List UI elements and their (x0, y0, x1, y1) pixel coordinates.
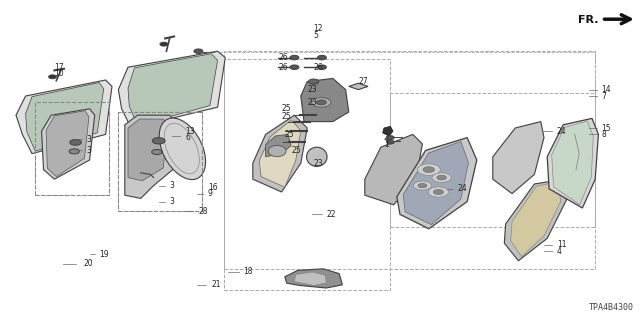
Ellipse shape (307, 147, 327, 166)
Text: 23: 23 (307, 85, 317, 94)
Text: 10: 10 (54, 69, 64, 78)
Polygon shape (552, 121, 593, 205)
Circle shape (70, 140, 81, 145)
Ellipse shape (268, 145, 286, 157)
Polygon shape (365, 134, 422, 205)
Polygon shape (493, 122, 544, 194)
Text: 8: 8 (602, 130, 606, 139)
Polygon shape (301, 78, 349, 122)
Circle shape (428, 187, 449, 197)
Circle shape (316, 100, 326, 105)
Text: 1: 1 (384, 140, 388, 148)
Circle shape (160, 42, 168, 46)
Circle shape (49, 75, 56, 79)
Text: FR.: FR. (578, 15, 598, 25)
Text: 25: 25 (291, 146, 301, 155)
Text: 23: 23 (307, 98, 317, 107)
Circle shape (433, 189, 444, 195)
Text: 3: 3 (86, 135, 92, 144)
Text: 9: 9 (208, 189, 213, 198)
Circle shape (418, 183, 427, 188)
Bar (35, 102, 109, 195)
Text: 24: 24 (458, 184, 467, 193)
Circle shape (312, 98, 331, 107)
Circle shape (432, 173, 451, 182)
Text: 27: 27 (358, 77, 368, 86)
Polygon shape (118, 51, 225, 128)
Circle shape (290, 55, 299, 60)
Polygon shape (253, 115, 307, 192)
Text: 4: 4 (557, 247, 562, 256)
Text: 19: 19 (99, 250, 109, 259)
Text: 5: 5 (314, 31, 319, 40)
Text: 26: 26 (314, 63, 323, 72)
Bar (224, 59, 390, 290)
Polygon shape (294, 272, 326, 285)
Circle shape (69, 149, 79, 154)
Circle shape (417, 164, 440, 175)
Polygon shape (16, 80, 112, 154)
Polygon shape (349, 83, 368, 90)
Text: 25: 25 (282, 104, 291, 113)
Text: 16: 16 (208, 183, 218, 192)
Text: 3: 3 (170, 181, 175, 190)
Circle shape (194, 49, 203, 53)
Text: TPA4B4300: TPA4B4300 (589, 303, 634, 312)
Text: 21: 21 (211, 280, 221, 289)
Text: 25: 25 (282, 112, 291, 121)
Circle shape (387, 140, 394, 144)
Circle shape (317, 65, 326, 69)
Text: 3: 3 (86, 146, 92, 155)
Polygon shape (46, 111, 89, 177)
Text: 20: 20 (83, 260, 93, 268)
Bar (35, 102, 109, 195)
Polygon shape (403, 141, 468, 225)
Circle shape (308, 79, 319, 84)
Text: 12: 12 (314, 24, 323, 33)
Text: 11: 11 (557, 240, 566, 249)
Polygon shape (383, 126, 393, 136)
Polygon shape (266, 134, 291, 157)
Circle shape (152, 138, 165, 144)
Bar (224, 51, 595, 269)
Text: 18: 18 (243, 268, 253, 276)
Text: 2: 2 (384, 133, 388, 142)
Text: 26: 26 (278, 63, 288, 72)
Circle shape (152, 149, 162, 155)
Text: 23: 23 (314, 159, 323, 168)
Text: 17: 17 (54, 63, 64, 72)
Polygon shape (511, 182, 561, 257)
Text: 15: 15 (602, 124, 611, 132)
Circle shape (387, 136, 394, 140)
Text: 13: 13 (186, 127, 195, 136)
Circle shape (290, 65, 299, 69)
Text: 26: 26 (278, 53, 288, 62)
Text: 3: 3 (170, 197, 175, 206)
Text: 7: 7 (602, 92, 607, 100)
Text: 24: 24 (557, 127, 566, 136)
Bar (390, 93, 595, 227)
Circle shape (436, 175, 447, 180)
Polygon shape (547, 118, 598, 208)
Polygon shape (125, 115, 179, 198)
Text: 6: 6 (186, 133, 191, 142)
Circle shape (317, 55, 326, 60)
Polygon shape (397, 138, 477, 229)
Bar (118, 112, 202, 211)
Ellipse shape (159, 118, 205, 180)
Circle shape (413, 181, 431, 190)
Polygon shape (128, 54, 218, 125)
Text: 14: 14 (602, 85, 611, 94)
Polygon shape (259, 120, 301, 187)
Polygon shape (504, 179, 566, 261)
Bar (118, 112, 202, 211)
Polygon shape (42, 109, 95, 179)
Polygon shape (128, 119, 168, 181)
Text: 22: 22 (326, 210, 336, 219)
Text: 28: 28 (198, 207, 208, 216)
Circle shape (423, 167, 435, 172)
Polygon shape (285, 269, 342, 288)
Text: 25: 25 (285, 130, 294, 139)
Polygon shape (26, 83, 104, 151)
